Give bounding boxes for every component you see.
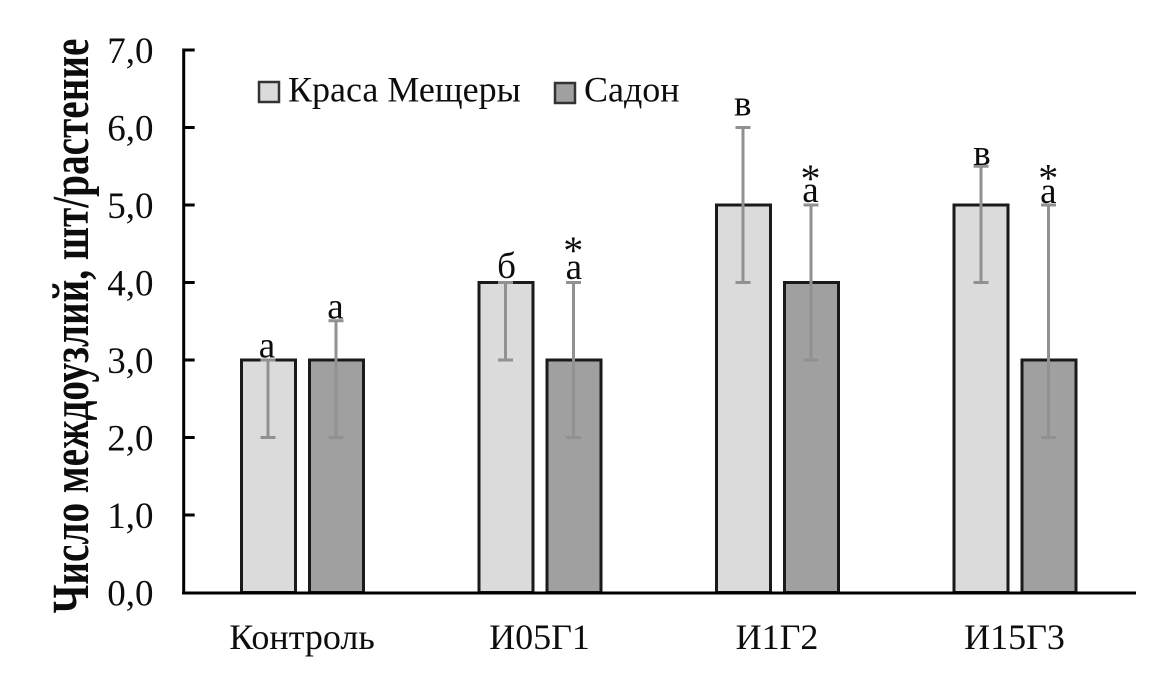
svg-text:2,0: 2,0 [107, 419, 153, 460]
svg-text:а: а [802, 170, 818, 211]
svg-text:0,0: 0,0 [107, 574, 153, 615]
svg-text:И05Г1: И05Г1 [489, 617, 590, 657]
svg-text:Число междоузлий, шт/растение: Число междоузлий, шт/растение [42, 39, 100, 614]
svg-text:4,0: 4,0 [107, 264, 153, 305]
svg-text:б: б [497, 246, 516, 287]
svg-text:*: * [1038, 156, 1058, 201]
svg-text:6,0: 6,0 [107, 109, 153, 150]
svg-text:И15Г3: И15Г3 [964, 617, 1065, 657]
svg-text:*: * [801, 156, 821, 201]
svg-text:а: а [327, 287, 343, 328]
svg-text:7,0: 7,0 [107, 31, 153, 72]
svg-text:Контроль: Контроль [229, 617, 375, 657]
svg-text:1,0: 1,0 [107, 496, 153, 537]
svg-text:в: в [973, 133, 990, 174]
svg-text:а: а [566, 247, 582, 288]
svg-text:*: * [563, 228, 583, 273]
svg-text:Краса Мещеры: Краса Мещеры [288, 70, 521, 110]
svg-text:а: а [1040, 171, 1056, 212]
svg-text:Садон: Садон [584, 70, 680, 110]
svg-text:а: а [259, 326, 275, 367]
svg-text:5,0: 5,0 [107, 186, 153, 227]
svg-text:И1Г2: И1Г2 [736, 617, 819, 657]
svg-text:3,0: 3,0 [107, 341, 153, 382]
svg-text:в: в [734, 84, 751, 125]
